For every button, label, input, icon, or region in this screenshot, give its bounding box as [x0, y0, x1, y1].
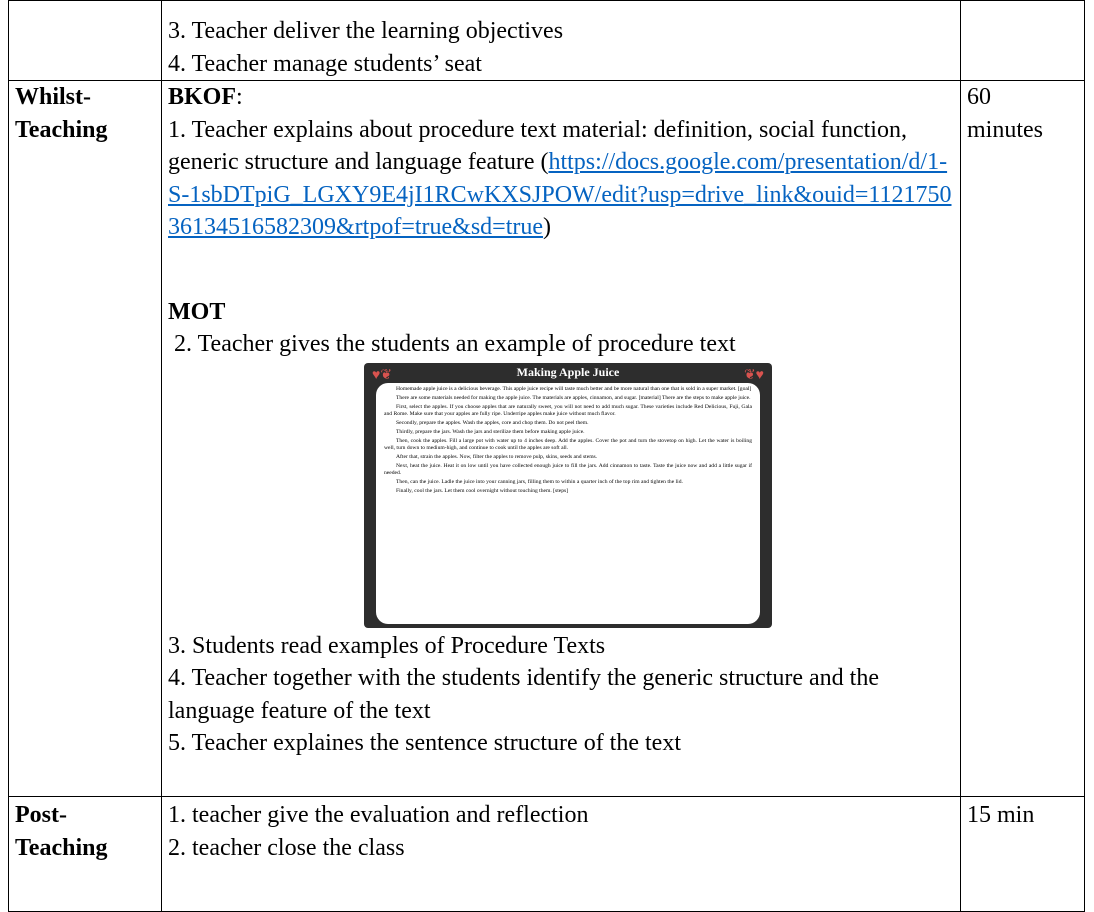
time: 15 min — [967, 802, 1035, 828]
image-paragraph: After that, strain the apples. Now, filt… — [396, 453, 598, 460]
icon: ♥❦ — [372, 367, 393, 383]
item: 1. Teacher explains about procedure text… — [168, 114, 954, 244]
item: 5. Teacher explaines the sentence struct… — [168, 730, 681, 756]
time: 60 minutes — [967, 84, 1043, 143]
stage-cell: Post-Teaching — [8, 796, 162, 912]
heading: BKOF: — [168, 81, 954, 114]
text: 1. Teacher explains about procedure text… — [168, 116, 907, 176]
example-image: ♥❦ ❦♥ Making Apple Juice Homemade apple … — [364, 362, 772, 628]
text: ) — [543, 214, 552, 240]
line: 4. Teacher manage students’ seat — [168, 50, 482, 77]
image-paragraph: Secondly, prepare the apples. Wash the a… — [396, 419, 589, 426]
heading: MOT — [168, 298, 226, 325]
image-paragraph: Then, cook the apples. Fill a large pot … — [384, 437, 752, 451]
stage-cell — [8, 0, 162, 81]
image-paragraph: There are some materials needed for maki… — [396, 394, 751, 401]
icon: ❦♥ — [743, 367, 764, 383]
item: 3. Students read examples of Procedure T… — [168, 632, 606, 659]
stage: Post-Teaching — [15, 802, 108, 861]
stage: Whilst-Teaching — [15, 84, 108, 143]
image-paragraph: Next, heat the juice. Heat it on low unt… — [384, 462, 752, 476]
item: 2. Teacher gives the students an example… — [174, 331, 736, 357]
row: 3. Teacher deliver the learning objectiv… — [8, 0, 1085, 81]
time-cell: 15 min — [960, 796, 1085, 912]
row: Post-Teaching 1. teacher give the evalua… — [8, 796, 1085, 912]
image-paragraph: Thirdly, prepare the jars. Wash the jars… — [396, 428, 585, 435]
image-paragraph: Homemade apple juice is a delicious beve… — [396, 385, 752, 392]
image-title: Making Apple Juice — [516, 364, 620, 379]
time-cell — [960, 0, 1085, 81]
image-paragraph: Finally, cool the jars. Let them cool ov… — [396, 487, 569, 494]
image-body: Homemade apple juice is a delicious beve… — [376, 382, 760, 624]
image-paragraph: First, select the apples. If you choose … — [384, 403, 752, 417]
activity-cell: 3. Teacher deliver the learning objectiv… — [161, 0, 961, 81]
stage-cell: Whilst-Teaching — [8, 80, 162, 797]
row: Whilst-Teaching BKOF: 1. Teacher explain… — [8, 80, 1085, 797]
spacer — [168, 244, 954, 296]
line: 2. teacher close the class — [168, 834, 405, 861]
item: 4. Teacher together with the students id… — [168, 665, 879, 724]
link[interactable]: https://docs.google.com/presentation/d/1… — [168, 149, 952, 240]
line: 1. teacher give the evaluation and refle… — [168, 802, 589, 828]
activity-cell: BKOF: 1. Teacher explains about procedur… — [161, 80, 961, 797]
bkof: BKOF — [168, 84, 237, 110]
time-cell: 60 minutes — [960, 80, 1085, 797]
colon: : — [236, 84, 243, 110]
image-paragraph: Then, can the juice. Ladle the juice int… — [396, 478, 683, 485]
lesson-table: 3. Teacher deliver the learning objectiv… — [8, 0, 1085, 912]
line: 3. Teacher deliver the learning objectiv… — [168, 18, 564, 44]
activity-cell: 1. teacher give the evaluation and refle… — [161, 796, 961, 912]
